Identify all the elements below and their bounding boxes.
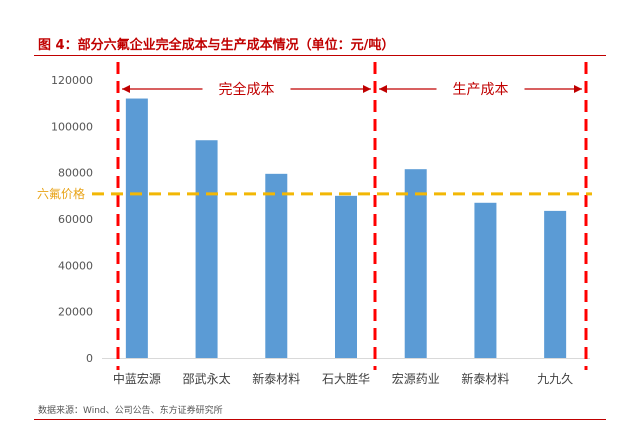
segment-arrow-head (122, 85, 130, 93)
source-note: 数据来源：Wind、公司公告、东方证券研究所 (38, 406, 223, 416)
y-tick-label: 100000 (51, 120, 93, 133)
y-tick-label: 60000 (58, 213, 93, 226)
bar (195, 140, 218, 358)
segment-label: 完全成本 (219, 81, 275, 98)
segment-label: 生产成本 (453, 82, 509, 98)
x-category-label: 新泰材料 (252, 371, 300, 386)
x-category-label: 九九久 (537, 372, 573, 386)
segment-arrow-head (363, 85, 371, 93)
x-category-label: 邵武永太 (183, 371, 231, 386)
y-tick-label: 0 (86, 352, 93, 365)
y-tick-label: 40000 (58, 259, 93, 272)
bar (404, 169, 427, 358)
bar (335, 195, 357, 358)
x-category-label: 石大胜华 (322, 371, 370, 386)
title-divider (34, 55, 606, 56)
x-category-label: 宏源药业 (392, 371, 440, 386)
footer-divider (34, 419, 606, 420)
x-category-label: 新泰材料 (461, 371, 509, 386)
bar (265, 173, 288, 358)
bar (544, 210, 567, 358)
bar (125, 98, 148, 359)
chart-title: 图 4：部分六氟企业完全成本与生产成本情况（单位：元/吨） (38, 38, 395, 53)
y-tick-label: 80000 (58, 167, 93, 180)
price-reference-label: 六氟价格 (37, 186, 85, 201)
bar (474, 202, 497, 358)
y-tick-label: 120000 (51, 74, 93, 87)
x-category-label: 中蓝宏源 (113, 371, 161, 386)
segment-arrow-head (574, 85, 582, 93)
segment-arrow-head (379, 85, 387, 93)
y-tick-label: 20000 (58, 306, 93, 319)
